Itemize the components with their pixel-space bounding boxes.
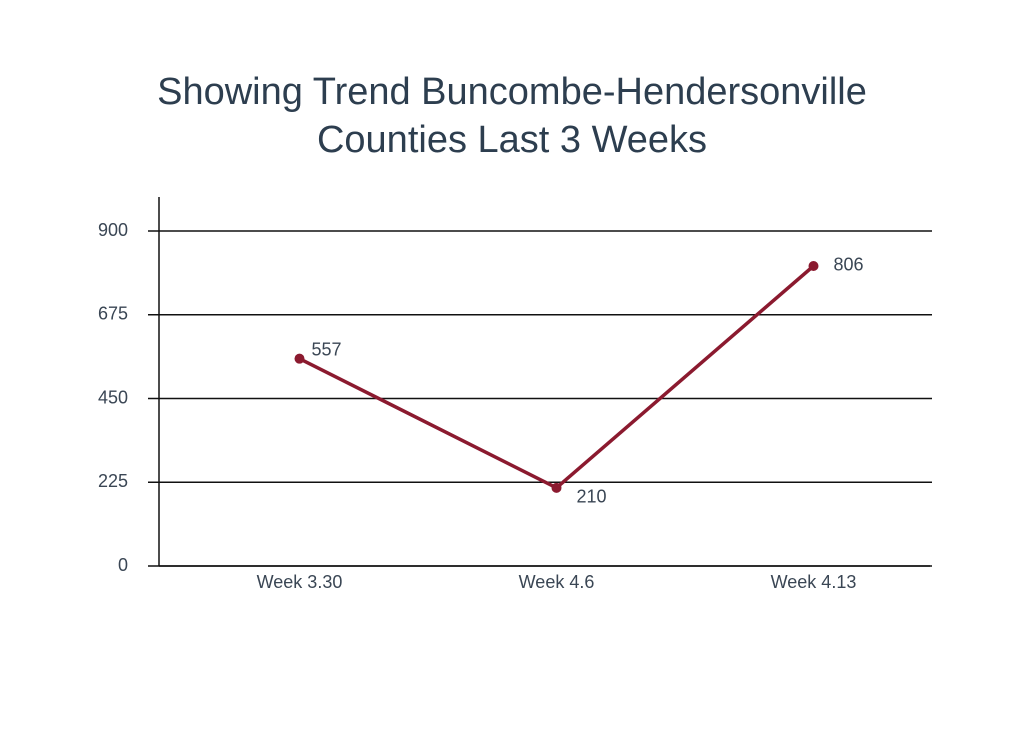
x-tick-label: Week 4.13: [771, 572, 857, 592]
data-label: 806: [834, 255, 864, 275]
x-tick-label: Week 4.6: [519, 572, 595, 592]
x-tick-label: Week 3.30: [257, 572, 343, 592]
y-tick-label: 900: [98, 220, 128, 240]
y-tick-label: 675: [98, 304, 128, 324]
y-tick-label: 0: [118, 555, 128, 575]
data-label: 210: [577, 487, 607, 507]
chart-title: Showing Trend Buncombe-Hendersonville Co…: [157, 71, 867, 161]
y-tick-label: 450: [98, 387, 128, 407]
data-label: 557: [312, 339, 342, 359]
data-point: [808, 260, 819, 271]
data-point: [551, 482, 562, 493]
data-point: [294, 353, 305, 364]
data-line: [298, 264, 815, 490]
y-tick-label: 225: [98, 471, 128, 491]
